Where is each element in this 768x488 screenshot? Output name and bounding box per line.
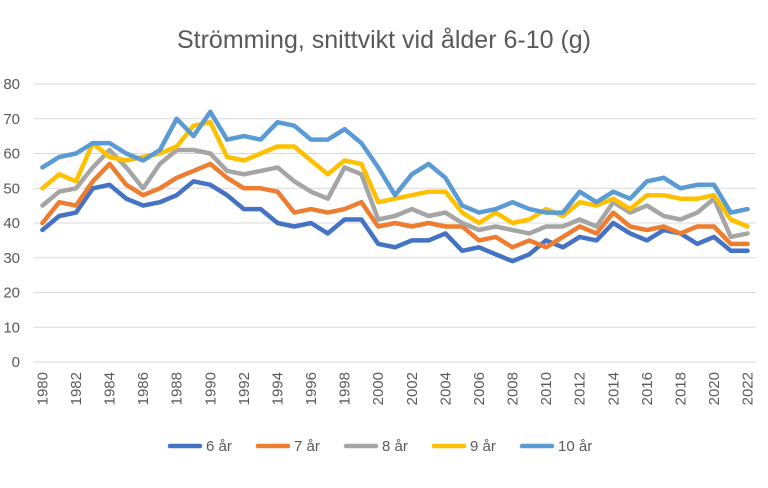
- x-tick-label: 2014: [605, 372, 622, 405]
- x-tick-label: 1992: [236, 372, 253, 405]
- x-tick-label: 1994: [269, 372, 286, 405]
- x-tick-label: 2010: [538, 372, 555, 405]
- x-tick-label: 2020: [706, 372, 723, 405]
- x-tick-label: 2018: [672, 372, 689, 405]
- x-tick-label: 2000: [370, 372, 387, 405]
- y-tick-label: 70: [3, 111, 20, 128]
- x-tick-label: 1986: [135, 372, 152, 405]
- legend-label: 6 år: [206, 438, 232, 455]
- y-tick-label: 40: [3, 215, 20, 232]
- x-axis-ticks: 1980 1982 1984 1986 1988 1990 1992 1994 1996 1998…: [34, 372, 756, 405]
- series-line-9-ar: [40, 119, 750, 229]
- legend-label: 7 år: [294, 438, 320, 455]
- legend: 6 år 7 år 8 år 9 år 10 år: [167, 438, 592, 455]
- x-tick-label: 1980: [34, 372, 51, 405]
- y-tick-label: 30: [3, 250, 20, 267]
- x-tick-label: 2016: [639, 372, 656, 405]
- y-tick-label: 10: [3, 319, 20, 336]
- series-line-7-ar: [40, 161, 750, 250]
- x-tick-label: 2008: [505, 372, 522, 405]
- x-tick-label: 2022: [740, 372, 757, 405]
- y-tick-label: 20: [3, 285, 20, 302]
- legend-label: 9 år: [470, 438, 496, 455]
- x-tick-label: 2002: [404, 372, 421, 405]
- legend-label: 10 år: [558, 438, 592, 455]
- series-lines: [40, 109, 750, 264]
- series-line-6-ar: [40, 179, 750, 264]
- y-tick-label: 60: [3, 146, 20, 163]
- legend-label: 8 år: [382, 438, 408, 455]
- x-tick-label: 2012: [572, 372, 589, 405]
- y-tick-label: 80: [3, 76, 20, 93]
- y-tick-label: 50: [3, 180, 20, 197]
- x-tick-label: 1984: [102, 372, 119, 405]
- x-tick-label: 1998: [337, 372, 354, 405]
- chart-title: Strömming, snittvikt vid ålder 6-10 (g): [177, 26, 591, 54]
- y-axis-ticks: 0 10 20 30 40 50 60 70 80: [3, 76, 20, 371]
- y-tick-label: 0: [12, 354, 20, 371]
- x-tick-label: 2006: [471, 372, 488, 405]
- series-line-10-ar: [40, 109, 750, 215]
- x-tick-label: 1990: [202, 372, 219, 405]
- x-tick-label: 1996: [303, 372, 320, 405]
- x-tick-label: 1982: [68, 372, 85, 405]
- series-line-8-ar: [40, 147, 750, 240]
- x-tick-label: 2004: [437, 372, 454, 405]
- x-tick-label: 1988: [169, 372, 186, 405]
